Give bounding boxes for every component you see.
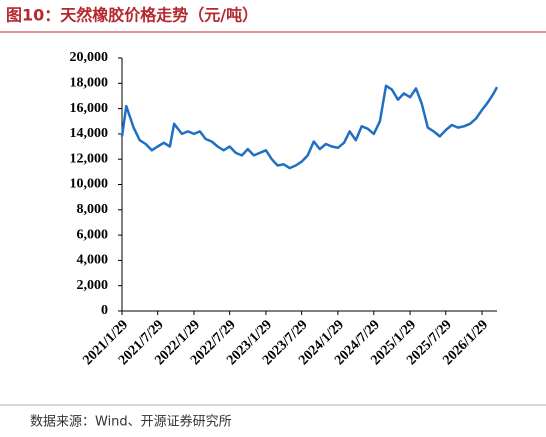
y-tick-label: 8,000 (77, 202, 109, 217)
y-tick-label: 12,000 (70, 151, 109, 166)
y-tick-label: 2,000 (77, 278, 109, 293)
price-line (120, 84, 499, 170)
y-tick-label: 18,000 (70, 76, 109, 91)
y-tick-label: 14,000 (70, 126, 109, 141)
y-tick-label: 0 (101, 303, 108, 318)
y-tick-label: 20,000 (70, 50, 109, 65)
chart-title: 图10：天然橡胶价格走势（元/吨） (6, 6, 258, 25)
y-tick-label: 10,000 (70, 177, 109, 192)
y-tick-label: 16,000 (70, 101, 109, 116)
y-tick-label: 4,000 (77, 253, 109, 268)
source: 数据来源：Wind、开源证券研究所 (30, 414, 232, 430)
y-tick-label: 6,000 (77, 227, 109, 242)
